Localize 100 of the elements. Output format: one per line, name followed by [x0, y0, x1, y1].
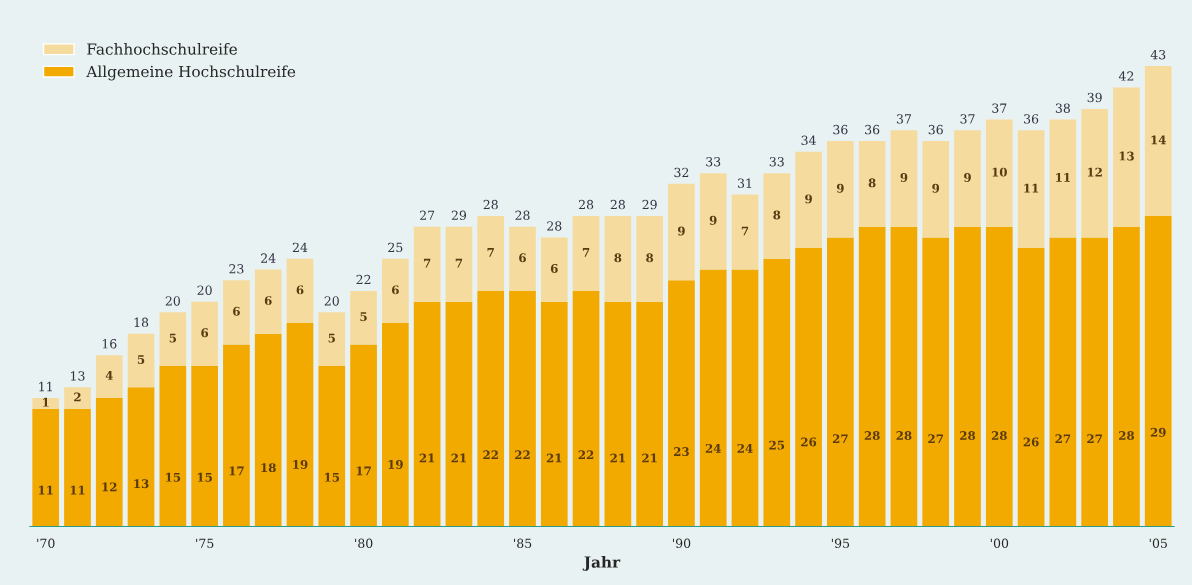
bar [540, 237, 568, 302]
bar [286, 258, 314, 324]
x-tick-label: '80 [355, 538, 373, 548]
bar [604, 301, 632, 527]
total-label: 28 [483, 199, 498, 210]
bar [1113, 87, 1140, 227]
data-label: 22 [483, 450, 498, 460]
bar [64, 408, 91, 527]
total-label: 33 [706, 157, 721, 167]
x-tick-label: '75 [196, 538, 214, 548]
data-label: 9 [964, 173, 971, 182]
x-tick-label: '95 [831, 538, 850, 548]
total-label: 39 [1087, 92, 1102, 103]
bar [1017, 248, 1045, 527]
bar [922, 237, 950, 527]
data-label: 12 [1087, 167, 1102, 177]
bar [32, 408, 60, 527]
data-label: 27 [832, 434, 848, 444]
bar [604, 215, 632, 302]
total-label: 28 [547, 221, 562, 231]
bar [413, 226, 441, 302]
data-label: 6 [519, 253, 526, 263]
data-label: 21 [419, 453, 435, 463]
data-label: 6 [264, 296, 272, 306]
data-label: 29 [1150, 427, 1166, 437]
data-label: 11 [1056, 173, 1070, 182]
data-label: 24 [705, 443, 721, 453]
data-label: 7 [487, 248, 494, 257]
data-label: 1 [43, 397, 49, 407]
bar [858, 226, 886, 527]
x-tick-label: '85 [514, 538, 532, 548]
bar [699, 269, 727, 527]
x-tick-label: '90 [672, 538, 691, 548]
bar [254, 333, 282, 527]
bar [191, 301, 218, 366]
bar [477, 215, 505, 291]
bar [540, 301, 568, 527]
bar [1081, 237, 1108, 527]
data-label: 8 [773, 210, 781, 220]
total-label: 38 [1055, 103, 1070, 113]
bar [318, 312, 346, 366]
bar [731, 269, 759, 527]
data-label: 9 [709, 215, 717, 225]
data-label: 9 [900, 173, 908, 182]
bar [159, 365, 187, 527]
bar [1049, 237, 1077, 527]
total-label: 16 [102, 339, 117, 349]
total-label: 29 [642, 199, 657, 210]
legend-label: Fachhochschulreife [87, 43, 237, 55]
bar [509, 226, 536, 291]
total-label: 36 [833, 124, 848, 135]
data-label: 28 [991, 431, 1007, 440]
data-label: 28 [896, 431, 912, 440]
bar [636, 301, 663, 527]
total-label: 42 [1118, 71, 1134, 81]
data-label: 8 [646, 253, 654, 263]
bar [445, 301, 473, 527]
bar [795, 248, 822, 527]
data-label: 18 [261, 463, 276, 473]
data-label: 8 [868, 178, 876, 188]
total-label: 23 [229, 264, 244, 274]
data-label: 28 [864, 431, 880, 440]
total-label: 27 [420, 210, 435, 220]
bar [350, 344, 377, 527]
data-label: 9 [677, 226, 685, 236]
bar [445, 226, 473, 302]
data-label: 6 [233, 306, 240, 316]
data-label: 6 [201, 328, 209, 338]
data-label: 7 [455, 258, 463, 268]
bar [1113, 226, 1140, 527]
bar [382, 323, 409, 527]
data-label: 26 [1023, 437, 1039, 447]
bar [668, 280, 695, 527]
bar [954, 130, 981, 227]
data-label: 21 [546, 453, 562, 463]
bar [95, 355, 123, 399]
data-label: 14 [1151, 135, 1166, 145]
total-label: 18 [134, 317, 149, 328]
data-label: 13 [1119, 151, 1134, 161]
bar [159, 312, 187, 366]
bar [64, 387, 91, 409]
bar [318, 365, 346, 527]
bar [1144, 215, 1172, 527]
bar [572, 215, 600, 291]
bar [954, 226, 981, 527]
data-label: 17 [229, 466, 244, 476]
bar [32, 398, 60, 409]
data-label: 7 [423, 258, 431, 268]
bar [382, 258, 409, 324]
bar [509, 290, 536, 527]
bar [477, 290, 505, 527]
data-label: 24 [737, 443, 753, 453]
bar [827, 141, 854, 238]
bar [731, 194, 759, 270]
bar [922, 141, 950, 238]
data-label: 6 [550, 264, 558, 273]
data-label: 6 [391, 285, 399, 295]
bar [1049, 119, 1077, 238]
data-label: 7 [741, 226, 749, 236]
total-label: 36 [928, 124, 943, 135]
